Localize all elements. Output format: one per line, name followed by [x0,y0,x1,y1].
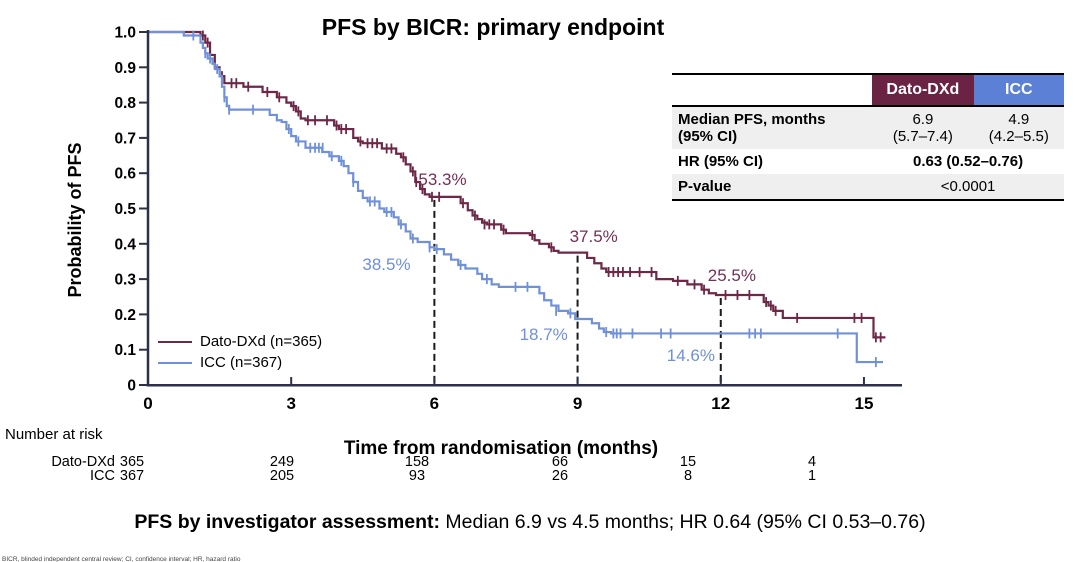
investigator-summary: PFS by investigator assessment: Median 6… [0,511,1060,534]
risk-count: 158 [404,454,430,470]
hr-row: HR (95% CI) 0.63 (0.52–0.76) [672,149,1064,174]
milestone-annotation: 18.7% [519,324,568,344]
svg-text:0.6: 0.6 [114,166,136,183]
svg-text:1.0: 1.0 [114,25,136,42]
legend-swatch [158,340,192,343]
investigator-summary-rest: Median 6.9 vs 4.5 months; HR 0.64 (95% C… [440,511,926,533]
legend-item: Dato-DXd (n=365) [158,331,322,352]
risk-count: 93 [408,468,426,484]
stats-table: Dato-DXd ICC Median PFS, months (95% CI)… [672,73,1064,201]
median-pfs-icc-value: 4.9 (4.2–5.5) [973,106,1064,149]
p-value-label: P-value [672,174,873,199]
abbreviations-footnote: BICR, blinded independent central review… [2,556,241,562]
risk-count: 365 [119,454,145,470]
risk-count: 66 [551,454,569,470]
milestone-annotation: 38.5% [362,255,411,275]
svg-text:0: 0 [143,394,152,413]
hr-value: 0.63 (0.52–0.76) [872,149,1064,174]
svg-text:0.3: 0.3 [114,272,136,289]
milestone-annotation: 25.5% [707,265,756,285]
legend: Dato-DXd (n=365) ICC (n=367) [158,331,322,373]
milestone-annotation: 53.3% [418,169,467,189]
p-value-row: P-value <0.0001 [672,174,1064,199]
legend-item: ICC (n=367) [158,352,322,373]
milestone-annotation: 14.6% [666,346,715,366]
median-pfs-label: Median PFS, months (95% CI) [672,106,873,149]
svg-text:0.4: 0.4 [114,236,136,253]
risk-row-label: Dato-DXd [51,454,115,470]
y-axis-label: Probability of PFS [65,142,85,298]
svg-text:0.2: 0.2 [114,307,136,324]
svg-text:12: 12 [711,394,730,413]
median-pfs-dato-value: 6.9 (5.7–7.4) [872,106,974,149]
chart-title: PFS by BICR: primary endpoint [321,14,665,40]
svg-text:0.5: 0.5 [114,201,136,218]
svg-text:3: 3 [286,394,295,413]
svg-text:9: 9 [573,394,582,413]
stats-header-dato-dxd: Dato-DXd [872,75,974,107]
investigator-summary-lead: PFS by investigator assessment: [134,511,440,533]
milestone-annotation: 37.5% [569,226,618,246]
svg-text:0: 0 [127,378,136,395]
risk-count: 249 [269,454,295,470]
svg-text:15: 15 [854,394,873,413]
risk-count: 15 [679,454,697,470]
svg-text:0.7: 0.7 [114,130,136,147]
svg-text:0.1: 0.1 [114,342,136,359]
legend-label: ICC (n=367) [200,354,283,371]
legend-swatch [158,361,192,364]
risk-count: 26 [551,468,569,484]
legend-label: Dato-DXd (n=365) [200,333,323,350]
stats-header-row: Dato-DXd ICC [672,75,1064,107]
svg-text:0.8: 0.8 [114,95,136,112]
svg-text:6: 6 [430,394,439,413]
risk-count: 367 [119,468,145,484]
risk-count: 1 [807,468,817,484]
hr-label: HR (95% CI) [672,149,873,174]
stats-header-blank [672,75,873,107]
x-axis-label: Time from randomisation (months) [343,438,659,459]
risk-count: 4 [807,454,817,470]
stats-header-icc: ICC [973,75,1064,107]
risk-count: 205 [269,468,295,484]
median-pfs-row: Median PFS, months (95% CI) 6.9 (5.7–7.4… [672,106,1064,149]
risk-count: 8 [683,468,693,484]
svg-text:0.9: 0.9 [114,60,136,77]
p-value: <0.0001 [872,174,1064,199]
number-at-risk-caption: Number at risk [5,426,103,443]
risk-row-label: ICC [90,468,115,484]
